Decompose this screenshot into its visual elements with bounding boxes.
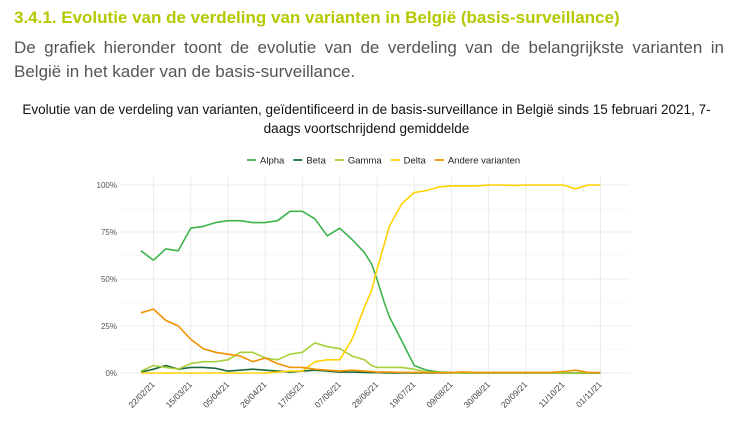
legend-label: Delta	[404, 156, 427, 167]
x-tick-label: 01/11/21	[574, 379, 604, 409]
x-tick-label: 20/09/21	[499, 379, 530, 410]
y-tick-label: 75%	[101, 228, 117, 237]
x-tick-label: 19/07/21	[387, 379, 418, 410]
legend-label: Gamma	[348, 156, 383, 167]
x-tick-label: 09/08/21	[424, 379, 455, 410]
x-tick-label: 17/05/21	[275, 379, 306, 410]
series-line-andere-varianten	[140, 308, 601, 374]
x-tick-label: 26/04/21	[238, 379, 269, 410]
x-tick-label: 05/04/21	[201, 379, 232, 410]
series-line-delta	[141, 184, 601, 374]
chart-title: Evolutie van de verdeling van varianten,…	[22, 102, 711, 136]
legend-label: Alpha	[260, 156, 285, 167]
y-tick-label: 25%	[101, 322, 117, 331]
x-tick-label: 28/06/21	[350, 379, 381, 410]
x-tick-label: 11/10/21	[537, 379, 567, 409]
x-tick-label: 07/06/21	[313, 379, 344, 410]
y-tick-label: 50%	[101, 275, 117, 284]
legend-label: Andere varianten	[448, 156, 520, 167]
x-tick-label: 30/08/21	[462, 379, 493, 410]
y-tick-label: 0%	[105, 369, 117, 378]
x-tick-label: 22/02/21	[126, 379, 157, 410]
y-tick-label: 100%	[97, 181, 117, 190]
intro-paragraph: De grafiek hieronder toont de evolutie v…	[14, 38, 724, 81]
legend-label: Beta	[306, 156, 326, 167]
section-heading: 3.4.1. Evolutie van de verdeling van var…	[14, 8, 620, 27]
x-tick-label: 15/03/21	[164, 379, 195, 410]
